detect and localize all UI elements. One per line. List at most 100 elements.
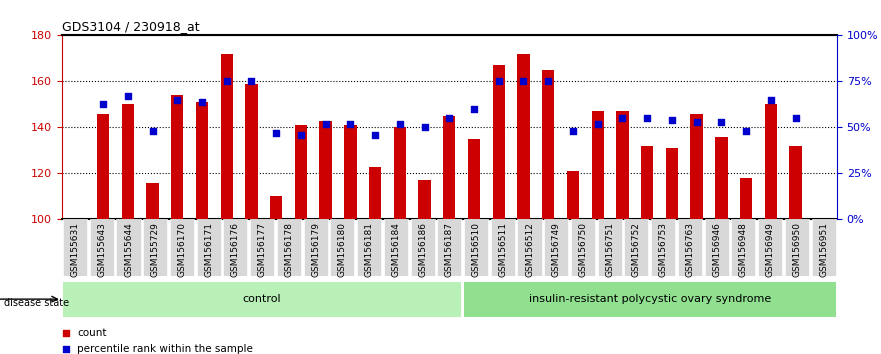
Bar [295, 125, 307, 219]
Point [764, 97, 778, 103]
FancyBboxPatch shape [437, 219, 462, 276]
Bar [220, 54, 233, 219]
FancyBboxPatch shape [224, 219, 248, 276]
Point [516, 79, 530, 84]
Bar [740, 178, 752, 219]
Bar [171, 95, 183, 219]
Bar [418, 181, 431, 219]
FancyBboxPatch shape [90, 219, 114, 276]
Text: GSM156176: GSM156176 [231, 222, 240, 277]
Text: GSM156178: GSM156178 [285, 222, 293, 277]
FancyBboxPatch shape [464, 219, 488, 276]
Bar [394, 127, 406, 219]
FancyBboxPatch shape [677, 219, 702, 276]
Bar [320, 120, 332, 219]
Text: GSM156763: GSM156763 [685, 222, 694, 277]
Bar [270, 196, 283, 219]
Text: GSM156750: GSM156750 [579, 222, 588, 277]
Point [467, 106, 481, 112]
Point [315, 285, 329, 291]
FancyBboxPatch shape [625, 219, 648, 276]
Bar [146, 183, 159, 219]
Text: GSM156949: GSM156949 [766, 222, 774, 277]
Bar [443, 116, 455, 219]
Text: GSM156184: GSM156184 [391, 222, 400, 277]
Text: GSM155631: GSM155631 [70, 222, 79, 277]
Bar [468, 139, 480, 219]
Point [170, 97, 184, 103]
Text: GSM156512: GSM156512 [525, 222, 534, 277]
FancyBboxPatch shape [411, 219, 434, 276]
Point [244, 79, 258, 84]
FancyBboxPatch shape [464, 282, 835, 316]
Point [344, 121, 358, 127]
Point [96, 101, 110, 106]
Bar [666, 148, 678, 219]
Text: GSM155729: GSM155729 [151, 222, 159, 277]
FancyBboxPatch shape [250, 219, 274, 276]
Bar [765, 104, 777, 219]
Bar [641, 146, 654, 219]
Point [665, 117, 679, 123]
Point [714, 119, 729, 125]
Point [615, 115, 629, 121]
FancyBboxPatch shape [170, 219, 194, 276]
Bar [789, 146, 802, 219]
Text: GSM155644: GSM155644 [124, 222, 133, 277]
Text: GSM156170: GSM156170 [177, 222, 187, 277]
Point [219, 79, 233, 84]
FancyBboxPatch shape [304, 219, 328, 276]
FancyBboxPatch shape [597, 219, 622, 276]
Bar [122, 104, 134, 219]
Point [145, 128, 159, 134]
Text: GSM156749: GSM156749 [552, 222, 560, 277]
Bar [245, 84, 257, 219]
Point [418, 125, 432, 130]
Bar [542, 70, 554, 219]
Point [492, 79, 506, 84]
Point [590, 121, 604, 127]
FancyBboxPatch shape [544, 219, 568, 276]
Text: insulin-resistant polycystic ovary syndrome: insulin-resistant polycystic ovary syndr… [529, 294, 771, 304]
Point [690, 119, 704, 125]
FancyBboxPatch shape [384, 219, 408, 276]
Point [788, 115, 803, 121]
Text: GSM156181: GSM156181 [365, 222, 374, 277]
FancyBboxPatch shape [63, 282, 462, 316]
Text: GSM155643: GSM155643 [97, 222, 107, 277]
Point [541, 79, 555, 84]
FancyBboxPatch shape [811, 219, 835, 276]
Text: GSM156751: GSM156751 [605, 222, 614, 277]
FancyBboxPatch shape [63, 219, 87, 276]
FancyBboxPatch shape [651, 219, 675, 276]
FancyBboxPatch shape [144, 219, 167, 276]
Text: GSM156186: GSM156186 [418, 222, 427, 277]
Bar [691, 114, 703, 219]
FancyBboxPatch shape [517, 219, 542, 276]
Bar [715, 137, 728, 219]
Bar [369, 166, 381, 219]
Text: GSM156948: GSM156948 [739, 222, 748, 277]
Bar [517, 54, 529, 219]
FancyBboxPatch shape [357, 219, 381, 276]
Text: count: count [78, 328, 107, 338]
Text: GSM156510: GSM156510 [471, 222, 480, 277]
Text: GSM156752: GSM156752 [632, 222, 641, 277]
Text: GSM156951: GSM156951 [819, 222, 828, 277]
FancyBboxPatch shape [116, 219, 141, 276]
Bar [196, 102, 208, 219]
Text: GSM156946: GSM156946 [712, 222, 722, 277]
Bar [344, 125, 357, 219]
Bar [97, 114, 109, 219]
Bar [492, 65, 505, 219]
FancyBboxPatch shape [785, 219, 809, 276]
Text: control: control [243, 294, 282, 304]
Point [319, 121, 333, 127]
Text: GSM156511: GSM156511 [499, 222, 507, 277]
FancyBboxPatch shape [571, 219, 595, 276]
Point [368, 132, 382, 138]
FancyBboxPatch shape [196, 219, 221, 276]
Bar [591, 111, 603, 219]
FancyBboxPatch shape [731, 219, 755, 276]
Text: GSM156171: GSM156171 [204, 222, 213, 277]
